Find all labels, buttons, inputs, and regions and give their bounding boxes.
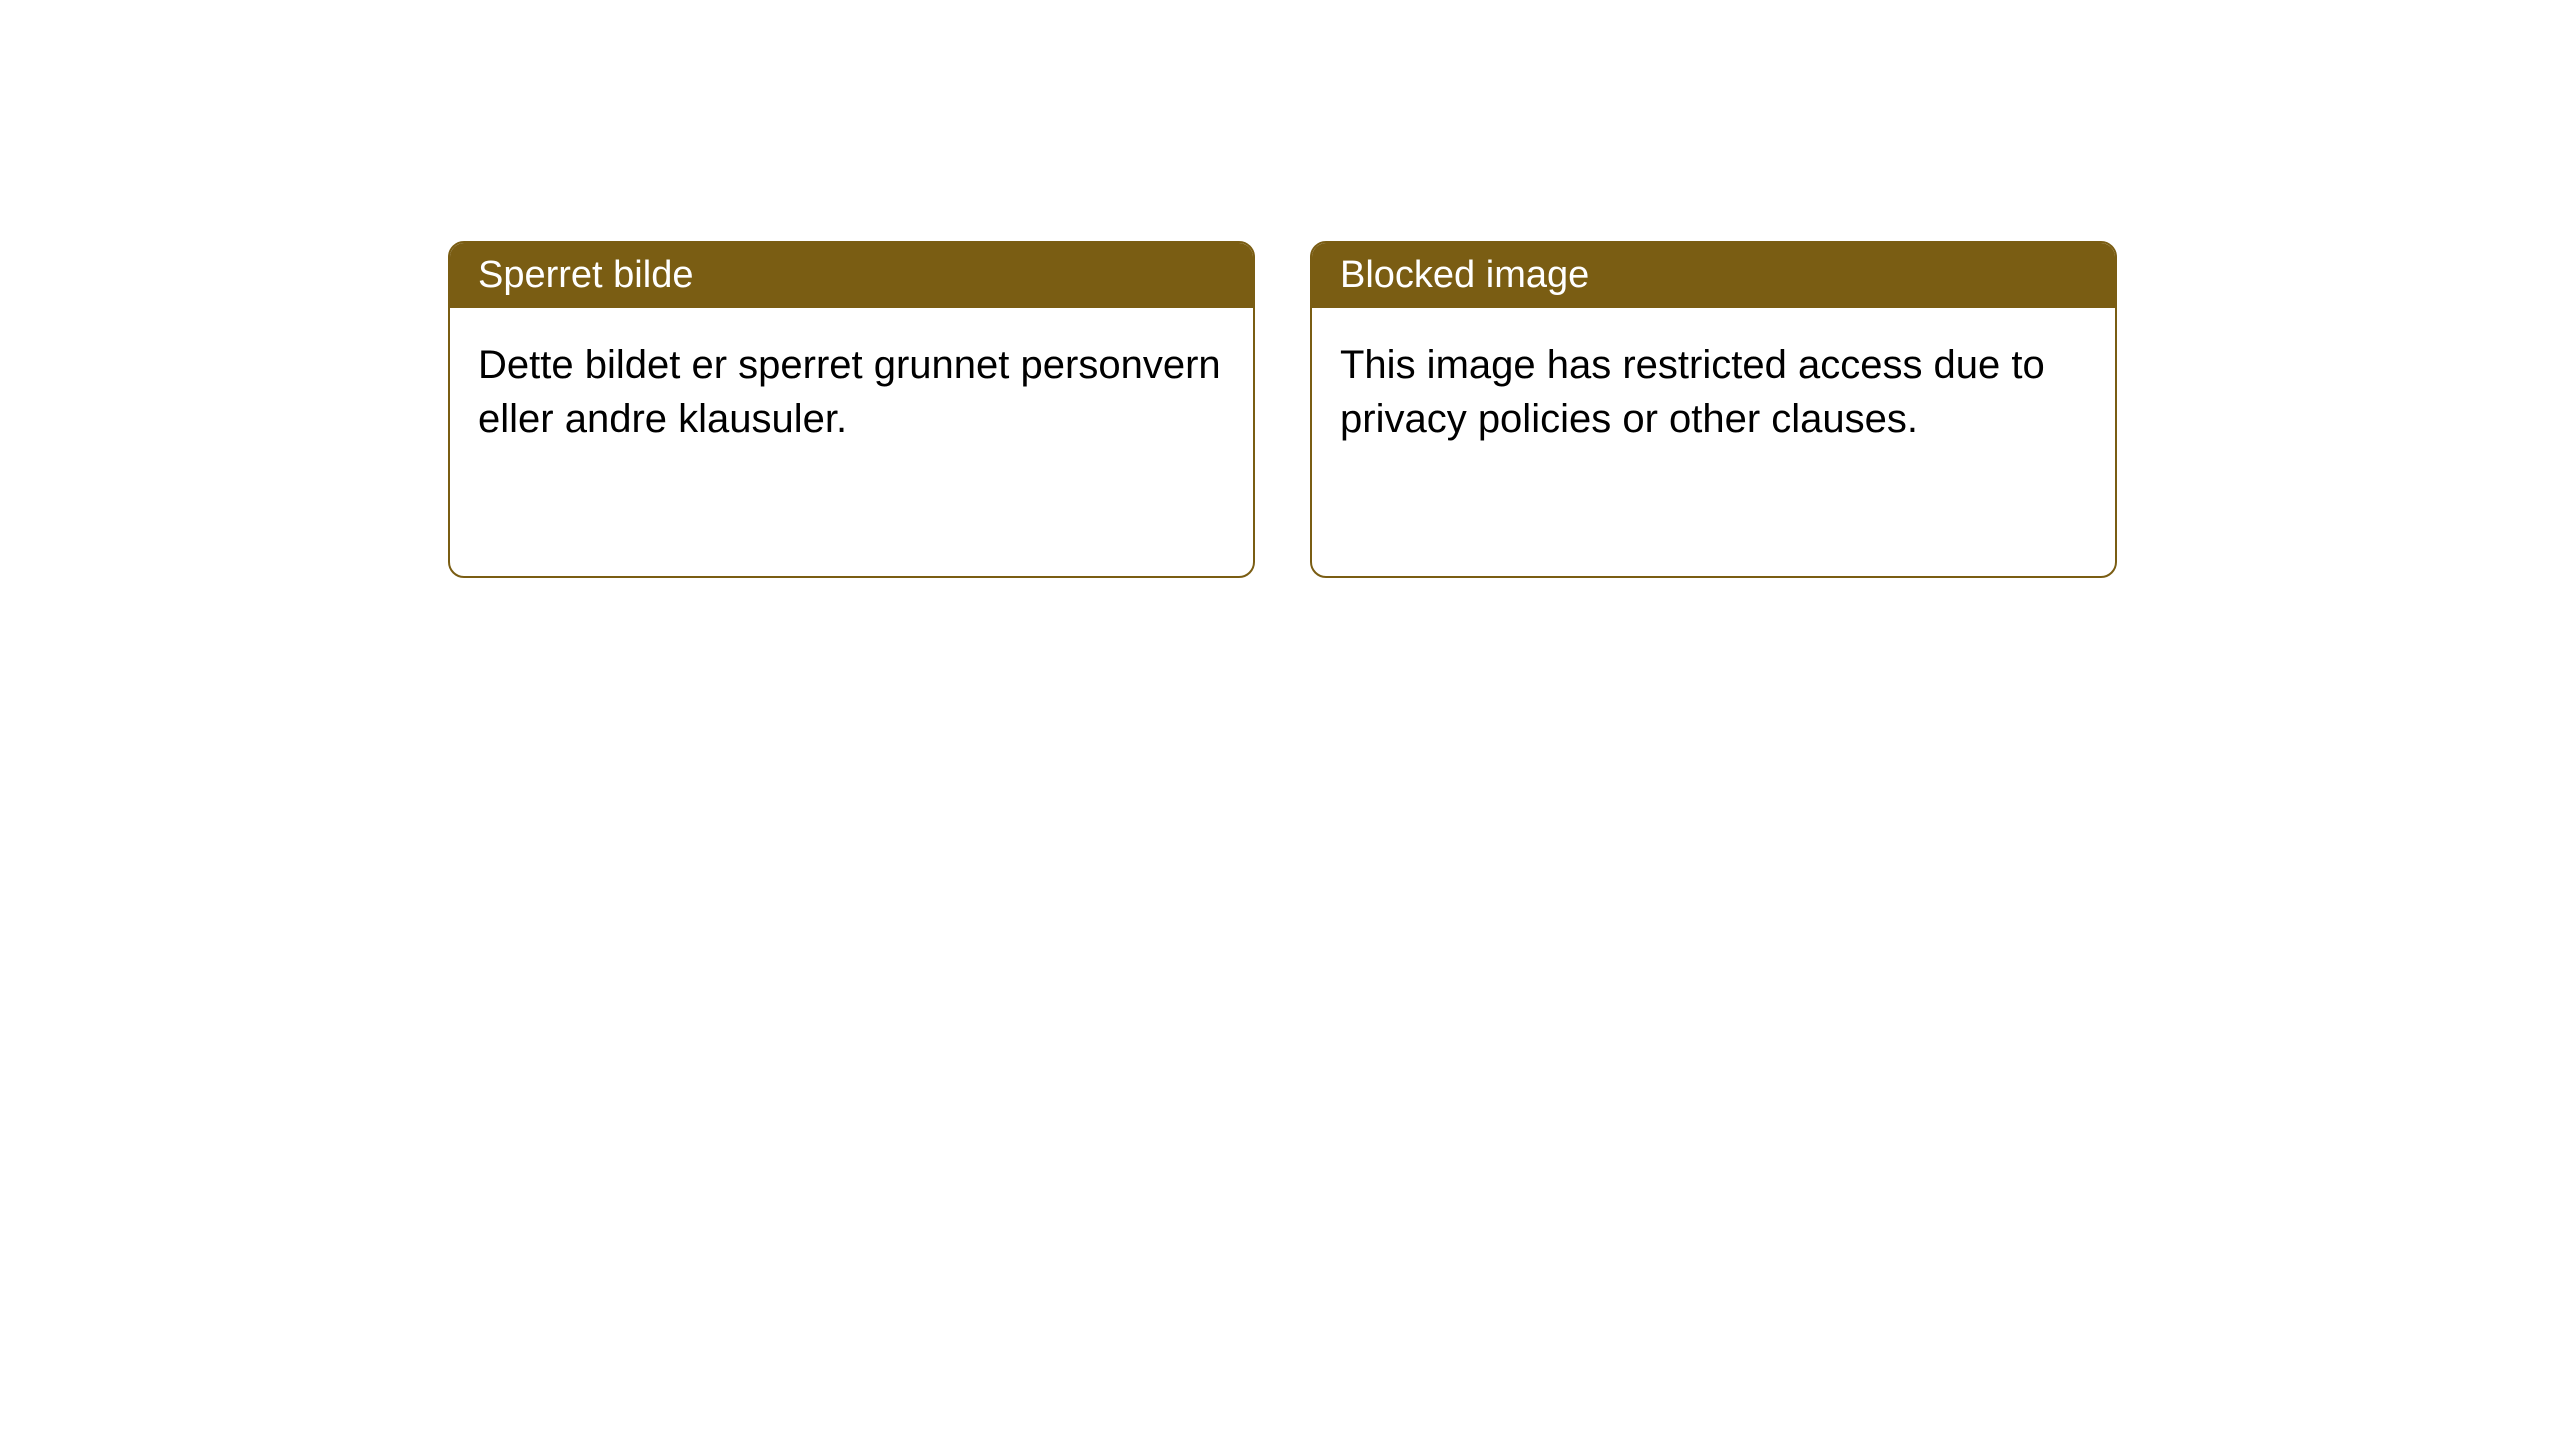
notice-title-english: Blocked image <box>1340 254 1589 296</box>
notice-body-english: This image has restricted access due to … <box>1312 308 2115 476</box>
notice-card-norwegian: Sperret bilde Dette bildet er sperret gr… <box>448 241 1255 578</box>
notice-title-norwegian: Sperret bilde <box>478 254 693 296</box>
notice-header-english: Blocked image <box>1312 243 2115 308</box>
notice-header-norwegian: Sperret bilde <box>450 243 1253 308</box>
notice-message-norwegian: Dette bildet er sperret grunnet personve… <box>478 343 1221 441</box>
notice-body-norwegian: Dette bildet er sperret grunnet personve… <box>450 308 1253 476</box>
notice-message-english: This image has restricted access due to … <box>1340 343 2045 441</box>
notice-card-english: Blocked image This image has restricted … <box>1310 241 2117 578</box>
blocked-image-notices: Sperret bilde Dette bildet er sperret gr… <box>448 241 2560 578</box>
